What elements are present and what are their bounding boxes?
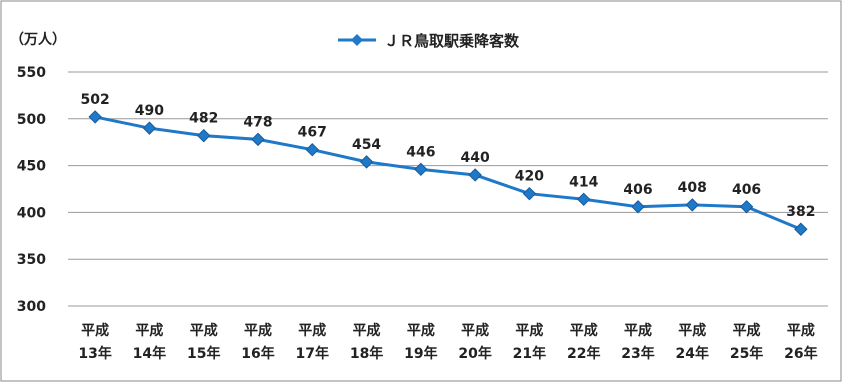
legend-marker-swatch — [351, 34, 363, 46]
x-tick-label-year: 19年 — [404, 345, 437, 362]
x-tick-label-year: 15年 — [187, 345, 220, 362]
x-tick-label-year: 13年 — [78, 345, 111, 362]
x-tick-label-era: 平成 — [515, 322, 543, 339]
y-tick-label: 350 — [17, 252, 46, 268]
gridlines — [68, 71, 828, 307]
x-tick-label-year: 17年 — [296, 345, 329, 362]
x-tick-label-era: 平成 — [570, 322, 598, 339]
y-axis-unit-label: （万人） — [10, 31, 66, 48]
data-label: 478 — [243, 114, 272, 130]
data-labels: 502 490 482 478 467 454 446 440 420 414 406 408 406 3… — [81, 92, 816, 220]
data-point-marker — [251, 132, 265, 147]
data-point-marker — [468, 168, 482, 182]
data-point-marker — [142, 121, 157, 135]
data-label: 382 — [786, 204, 815, 220]
series-line — [94, 115, 802, 231]
x-tick-label-era: 平成 — [353, 322, 381, 339]
x-tick-label-era: 平成 — [81, 322, 109, 339]
data-label: 454 — [352, 137, 381, 153]
data-point-marker — [359, 155, 374, 169]
data-point-marker — [685, 198, 699, 212]
data-label: 406 — [623, 182, 652, 198]
legend: ＪＲ鳥取駅乗降客数 — [338, 32, 520, 50]
data-point-marker — [577, 192, 591, 207]
x-tick-label-year: 18年 — [350, 345, 383, 362]
y-tick-label: 450 — [17, 159, 46, 175]
x-tick-label-era: 平成 — [135, 322, 163, 339]
data-label: 408 — [678, 180, 707, 196]
data-label: 482 — [189, 111, 218, 127]
x-tick-label-era: 平成 — [298, 322, 326, 339]
data-label: 467 — [298, 125, 327, 141]
x-tick-label-year: 23年 — [621, 345, 654, 362]
y-tick-label: 400 — [17, 205, 46, 221]
data-point-marker — [739, 200, 754, 214]
data-point-marker — [88, 110, 102, 124]
x-tick-label-era: 平成 — [624, 322, 652, 339]
data-point-marker — [305, 142, 319, 157]
x-tick-label-year: 21年 — [513, 345, 546, 362]
data-label: 420 — [515, 169, 544, 185]
x-tick-label-era: 平成 — [787, 322, 815, 339]
x-tick-label-year: 20年 — [458, 345, 491, 362]
x-tick-label-year: 14年 — [133, 345, 166, 362]
x-tick-label-year: 24年 — [676, 345, 709, 362]
data-label: 440 — [461, 150, 490, 166]
x-tick-label-era: 平成 — [407, 322, 435, 339]
x-tick-label-year: 26年 — [784, 345, 817, 362]
data-label: 414 — [569, 174, 598, 190]
data-point-marker — [197, 128, 211, 143]
x-tick-label-era: 平成 — [678, 322, 706, 339]
data-label: 490 — [135, 103, 164, 119]
data-label: 502 — [81, 92, 110, 108]
y-tick-label: 300 — [17, 299, 46, 315]
x-tick-label-era: 平成 — [733, 322, 761, 339]
series-group — [88, 110, 808, 236]
x-tick-label-year: 22年 — [567, 345, 600, 362]
data-point-marker — [414, 162, 428, 177]
legend-series-name: ＪＲ鳥取駅乗降客数 — [384, 32, 520, 50]
x-tick-label-era: 平成 — [244, 322, 272, 339]
x-axis-ticks: 平成 13年 平成 14年 平成 15年 平成 16年 平成 17年 平成 18年 平成 19年 平成 20年… — [78, 322, 817, 362]
x-tick-label-year: 25年 — [730, 345, 763, 362]
data-label: 406 — [732, 182, 761, 198]
data-point-marker — [794, 222, 808, 236]
x-tick-label-year: 16年 — [241, 345, 274, 362]
y-tick-label: 500 — [17, 112, 46, 128]
x-tick-label-era: 平成 — [461, 322, 489, 339]
data-point-marker — [631, 200, 645, 214]
data-point-marker — [522, 186, 537, 201]
y-tick-label: 550 — [17, 65, 46, 81]
y-axis-ticks: 300 350 400 450 500 550 — [17, 65, 46, 315]
x-tick-label-era: 平成 — [190, 322, 218, 339]
data-label: 446 — [406, 144, 435, 160]
